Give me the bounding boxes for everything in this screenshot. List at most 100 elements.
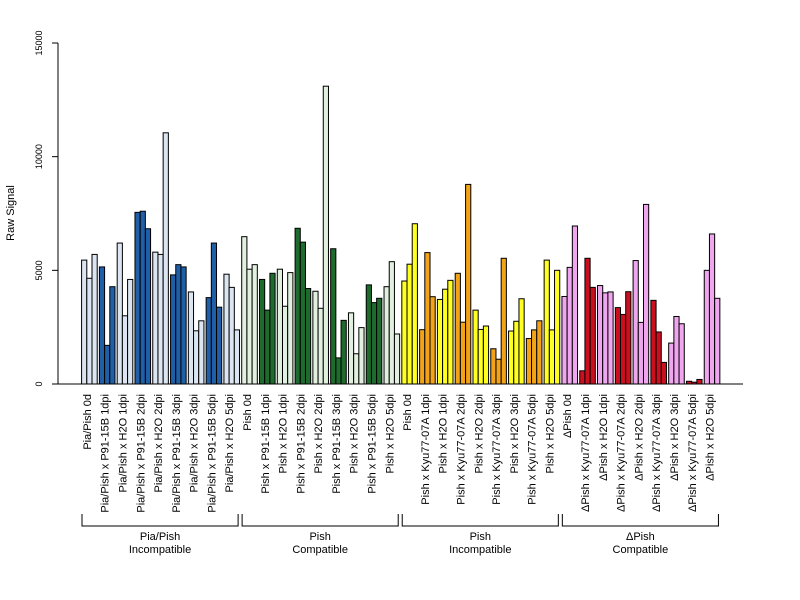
category-label: ΔPish x H2O 5dpi xyxy=(705,394,717,481)
bar-18-rep-3 xyxy=(411,223,418,385)
bar-21-rep-3 xyxy=(465,183,472,385)
bar-14-rep-2 xyxy=(335,357,342,385)
bar-15-rep-2 xyxy=(353,353,360,385)
bar-30-rep-1 xyxy=(614,307,621,385)
category-label: Pish 0d xyxy=(402,394,414,431)
bars-layer xyxy=(58,85,743,385)
bar-4-rep-1 xyxy=(152,251,159,385)
bar-31-rep-3 xyxy=(642,203,650,385)
bar-4-rep-3 xyxy=(162,132,169,385)
bar-24-rep-1 xyxy=(508,330,515,385)
bar-13-rep-3 xyxy=(322,85,329,385)
bar-20-rep-3 xyxy=(447,279,454,385)
bar-7-rep-3 xyxy=(216,306,223,385)
bar-19-rep-1 xyxy=(419,329,426,385)
group-label: Pish xyxy=(309,531,330,543)
category-label: Pish x H2O 1dpi xyxy=(438,394,450,473)
category-label: Pia/Pish x H2O 3dpi xyxy=(189,394,201,492)
bar-27-rep-2 xyxy=(566,266,573,385)
bar-26-rep-2 xyxy=(548,329,556,385)
bar-9-rep-2 xyxy=(246,268,253,385)
category-label: ΔPish x Kyu77-07A 2dpi xyxy=(616,394,628,512)
x-labels: Pia/Pish 0d Pia/Pish x P91-15B 1dpi Pia/Pi… xyxy=(82,394,717,513)
bar-35-rep-3 xyxy=(714,297,721,385)
bar-32-rep-3 xyxy=(660,361,667,385)
bar-14-rep-3 xyxy=(340,319,347,385)
bar-34-rep-3 xyxy=(696,378,703,385)
bar-32-rep-1 xyxy=(650,299,657,385)
bar-27-rep-1 xyxy=(561,295,568,385)
bar-26-rep-1 xyxy=(543,259,550,385)
y-tick-label: 15000 xyxy=(34,30,44,55)
category-label: Pish x H2O 5dpi xyxy=(384,394,396,473)
bar-18-rep-1 xyxy=(401,280,408,385)
category-label: Pish x Kyu77-07A 3dpi xyxy=(491,394,503,505)
category-label: Pia/Pish x H2O 1dpi xyxy=(117,394,129,492)
bar-25-rep-1 xyxy=(525,338,533,385)
group-label: Incompatible xyxy=(449,544,511,556)
bar-24-rep-3 xyxy=(518,298,525,385)
category-label: ΔPish 0d xyxy=(562,394,574,438)
category-label: Pish x H2O 3dpi xyxy=(509,394,521,473)
bar-11-rep-1 xyxy=(276,268,283,385)
category-label: Pish x P91-15B 1dpi xyxy=(260,394,272,494)
bar-29-rep-3 xyxy=(607,291,614,385)
bar-17-rep-3 xyxy=(393,333,401,385)
bar-31-rep-2 xyxy=(637,321,644,385)
bar-3-rep-3 xyxy=(144,228,152,385)
category-label: ΔPish x Kyu77-07A 1dpi xyxy=(580,394,592,512)
bar-9-rep-3 xyxy=(251,264,258,385)
bar-0-rep-2 xyxy=(86,277,93,385)
bar-20-rep-2 xyxy=(442,288,449,385)
group-label: Compatible xyxy=(292,544,348,556)
category-label: ΔPish x Kyu77-07A 5dpi xyxy=(687,394,699,512)
y-axis-title: Raw Signal xyxy=(5,185,17,241)
category-label: Pish 0d xyxy=(242,394,254,431)
bar-28-rep-1 xyxy=(579,370,586,385)
bar-15-rep-3 xyxy=(358,327,365,385)
bar-0-rep-3 xyxy=(91,253,98,385)
bar-6-rep-3 xyxy=(198,320,205,385)
group-label: Pish xyxy=(470,531,491,543)
bar-9-rep-1 xyxy=(241,236,248,385)
bar-20-rep-1 xyxy=(436,298,444,385)
bar-4-rep-2 xyxy=(157,253,164,385)
bar-32-rep-2 xyxy=(655,331,662,385)
bar-30-rep-2 xyxy=(620,313,627,385)
bar-3-rep-2 xyxy=(139,210,146,385)
bar-16-rep-2 xyxy=(370,302,378,385)
category-label: ΔPish x H2O 1dpi xyxy=(598,394,610,481)
category-label: Pia/Pish x P91-15B 5dpi xyxy=(206,394,218,513)
bar-35-rep-1 xyxy=(703,269,710,385)
group-bracket xyxy=(401,514,559,527)
bar-33-rep-2 xyxy=(673,315,680,385)
bar-15-rep-1 xyxy=(347,312,355,385)
y-axis: 0 5000 10000 15000 xyxy=(34,30,59,387)
bar-35-rep-2 xyxy=(708,233,716,385)
bar-33-rep-1 xyxy=(668,342,675,385)
category-label: Pish x Kyu77-07A 2dpi xyxy=(455,394,467,505)
y-tick-label: 0 xyxy=(34,381,44,386)
bar-2-rep-3 xyxy=(127,278,134,385)
bar-29-rep-1 xyxy=(597,285,604,385)
bar-12-rep-1 xyxy=(294,227,301,385)
bar-17-rep-2 xyxy=(388,261,395,385)
bar-28-rep-2 xyxy=(584,257,591,385)
category-label: Pia/Pish x P91-15B 3dpi xyxy=(171,394,183,513)
category-label: Pish x P91-15B 3dpi xyxy=(331,394,343,494)
bar-13-rep-1 xyxy=(312,290,319,385)
bar-22-rep-3 xyxy=(482,325,490,385)
bar-28-rep-3 xyxy=(589,286,596,385)
category-label: Pia/Pish 0d xyxy=(82,394,94,450)
bar-10-rep-2 xyxy=(264,309,271,385)
category-label: Pish x H2O 3dpi xyxy=(349,394,361,473)
category-label: Pish x H2O 1dpi xyxy=(278,394,290,473)
bar-31-rep-1 xyxy=(632,260,639,385)
bar-19-rep-3 xyxy=(429,296,436,385)
bar-10-rep-1 xyxy=(259,278,266,385)
bar-14-rep-1 xyxy=(330,248,337,385)
bar-27-rep-3 xyxy=(571,225,579,385)
bar-7-rep-1 xyxy=(205,297,212,385)
bar-17-rep-1 xyxy=(383,286,390,385)
